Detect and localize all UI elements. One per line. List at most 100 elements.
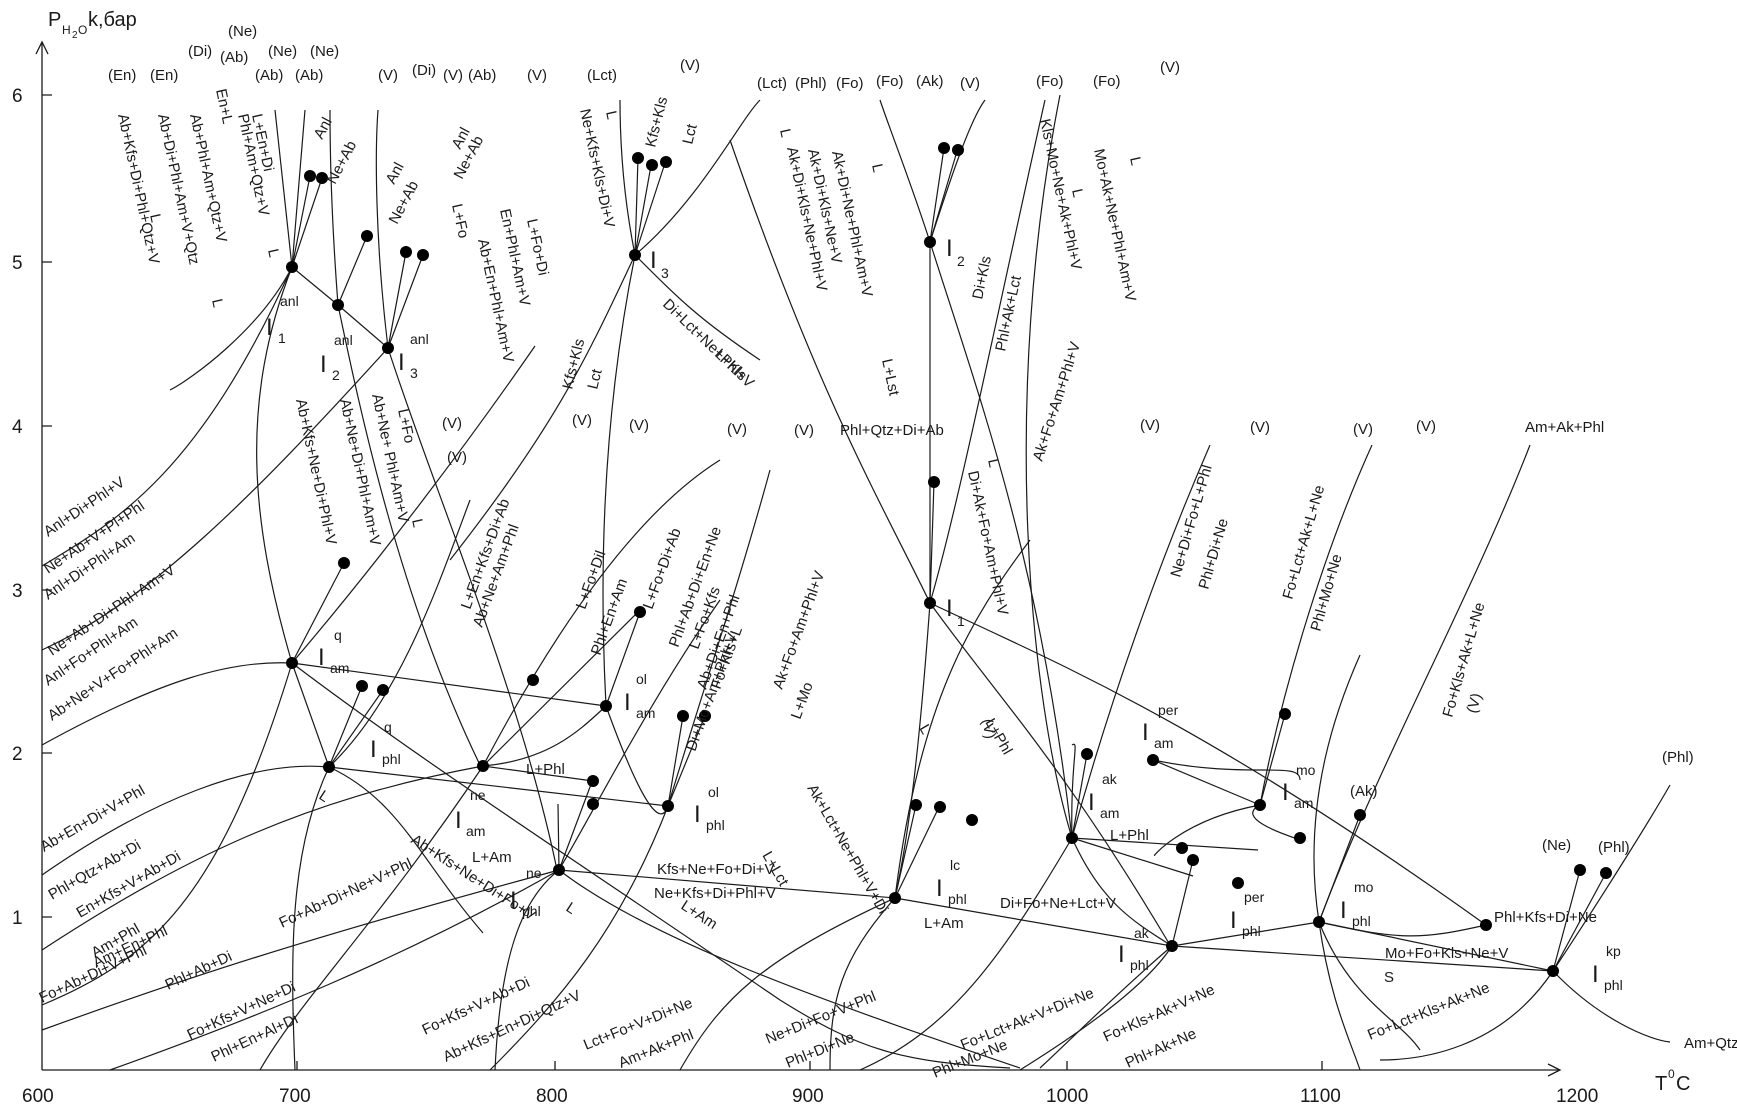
svg-text:I: I [1340,897,1347,924]
reaction-label: (V) [447,449,467,466]
reaction-label: Di+Ak+Fo+Am+Phl+V [964,469,1011,616]
svg-text:C: C [1676,1073,1690,1095]
point-label-I-anl-2: I anl 2 [320,332,353,383]
reaction-label: Di+Kls [969,254,995,300]
y-tick-label: 1 [12,908,23,929]
svg-text:ak: ak [1134,925,1150,941]
svg-text:3: 3 [661,265,669,281]
x-tick-label: 900 [792,1086,824,1107]
svg-text:I: I [946,235,953,262]
reaction-label: (Ab) [295,67,323,84]
svg-text:H: H [62,23,71,37]
reaction-label: (V) [527,67,547,84]
svg-text:anl: anl [280,293,299,309]
svg-text:q: q [334,627,342,643]
reaction-label: Phl+Ab+Di [163,948,235,994]
reaction-label: Kfs+Ne+Fo+Di+V [657,861,775,878]
svg-text:kp: kp [1606,943,1621,959]
svg-text:k,бар: k,бар [88,9,137,31]
reaction-label: (Phl) [1662,749,1694,766]
reaction-label: Ne+Ab [386,178,423,227]
reaction-label: Ne+Ab [324,138,361,187]
reaction-label: L+Am [678,897,720,933]
reaction-label: (En) [108,67,136,84]
point-label-I-q-am: I q am [318,627,349,676]
svg-text:I: I [1142,719,1149,746]
y-tick-label: 6 [12,86,23,107]
svg-text:am: am [1294,795,1313,811]
svg-text:I: I [1118,941,1125,968]
reaction-label: Ak+Fo+Am+Phl+V [770,569,828,692]
reaction-label: L [916,722,935,738]
reaction-label: (Ne) [1542,837,1571,854]
svg-text:ol: ol [636,671,647,687]
y-tick-label: 2 [12,744,23,765]
reaction-label: Ne+Kfs+Di+Phl+V [654,885,776,902]
point-label-I-kp-phl: I kp phl [1592,943,1623,993]
reaction-label: L [602,109,620,121]
reaction-label: L+Phl [526,761,565,778]
reaction-label: Mo+Ak+Ne+Phl+Am+V [1090,147,1139,303]
svg-text:am: am [466,823,485,839]
svg-text:O: O [78,23,87,37]
reaction-label: S [1384,969,1394,986]
reaction-label: (Ne) [228,23,257,40]
svg-text:1: 1 [278,330,286,346]
reaction-label: L+Am [472,849,512,866]
reaction-label: Ab+Kfs+Di+Phl+Qtz+V [114,112,162,265]
reaction-label: (V) [1250,419,1270,436]
reaction-label: (Ak) [1350,783,1378,800]
point-label-I-ol-phl: I ol phl [694,784,725,833]
x-tick-label: 700 [279,1086,311,1107]
svg-text:I: I [1592,961,1599,988]
reaction-label: (Lct) [757,75,787,92]
svg-text:I: I [318,644,325,671]
reaction-label: Phl+Kfs+Di+Ne [1494,909,1597,926]
svg-text:P: P [48,9,61,31]
y-tick-label: 3 [12,581,23,602]
reaction-label: (V) [680,57,700,74]
svg-text:ne: ne [526,865,542,881]
reaction-label: (Fo) [876,73,904,90]
svg-text:mo: mo [1296,762,1316,778]
point-label-I-2: I 2 [946,235,965,269]
reaction-label: Anl [311,115,336,142]
point-label-I-3: I 3 [650,247,669,281]
reaction-label: Phl+Di+Ne [1196,517,1232,591]
reaction-label: L+Fo+Di [523,217,552,277]
svg-text:T: T [1655,1073,1667,1095]
y-ticks [42,94,52,918]
reaction-label: L+Phl [1110,827,1149,844]
point-label-I-ne-am: I ne am [455,787,486,839]
reaction-label: Ak+Fo+Am+Phl+V [1030,340,1085,463]
reaction-label: (V) [794,422,814,439]
reaction-label: L+Mo [788,680,817,721]
reaction-label: Lct [679,122,701,146]
reaction-label: (Lct) [587,67,617,84]
y-tick-label: 4 [12,417,23,438]
reaction-label: Am+Ak+Phl [1525,419,1604,436]
reaction-label: Fo+Lct+Kls+Ak+Ne [1365,979,1492,1043]
reaction-label: (Ne) [268,43,297,60]
reaction-label: Phl+Ak+Lct [992,273,1025,352]
svg-text:ak: ak [1102,771,1118,787]
reaction-label: Phl+Mo+Ne [1308,552,1346,633]
svg-text:I: I [266,314,273,341]
svg-text:phl: phl [706,817,725,833]
reaction-label: (V) [1140,417,1160,434]
svg-text:I: I [936,875,943,902]
reaction-label: (Di) [188,43,212,60]
reaction-label: L [208,297,226,309]
reaction-label: (V) [1160,59,1180,76]
y-tick-label: 5 [12,253,23,274]
point-label-I-lc-phl: I lc phl [936,857,967,907]
svg-text:0: 0 [1668,1067,1675,1081]
svg-text:phl: phl [1242,923,1261,939]
reaction-label: L [146,212,164,224]
svg-text:1: 1 [957,613,965,629]
x-tick-label: 800 [536,1086,568,1107]
reaction-label: (V) [727,421,747,438]
svg-text:I: I [398,349,405,376]
svg-text:I: I [510,887,517,914]
y-axis-title: P H 2 O k,бар [48,9,137,41]
